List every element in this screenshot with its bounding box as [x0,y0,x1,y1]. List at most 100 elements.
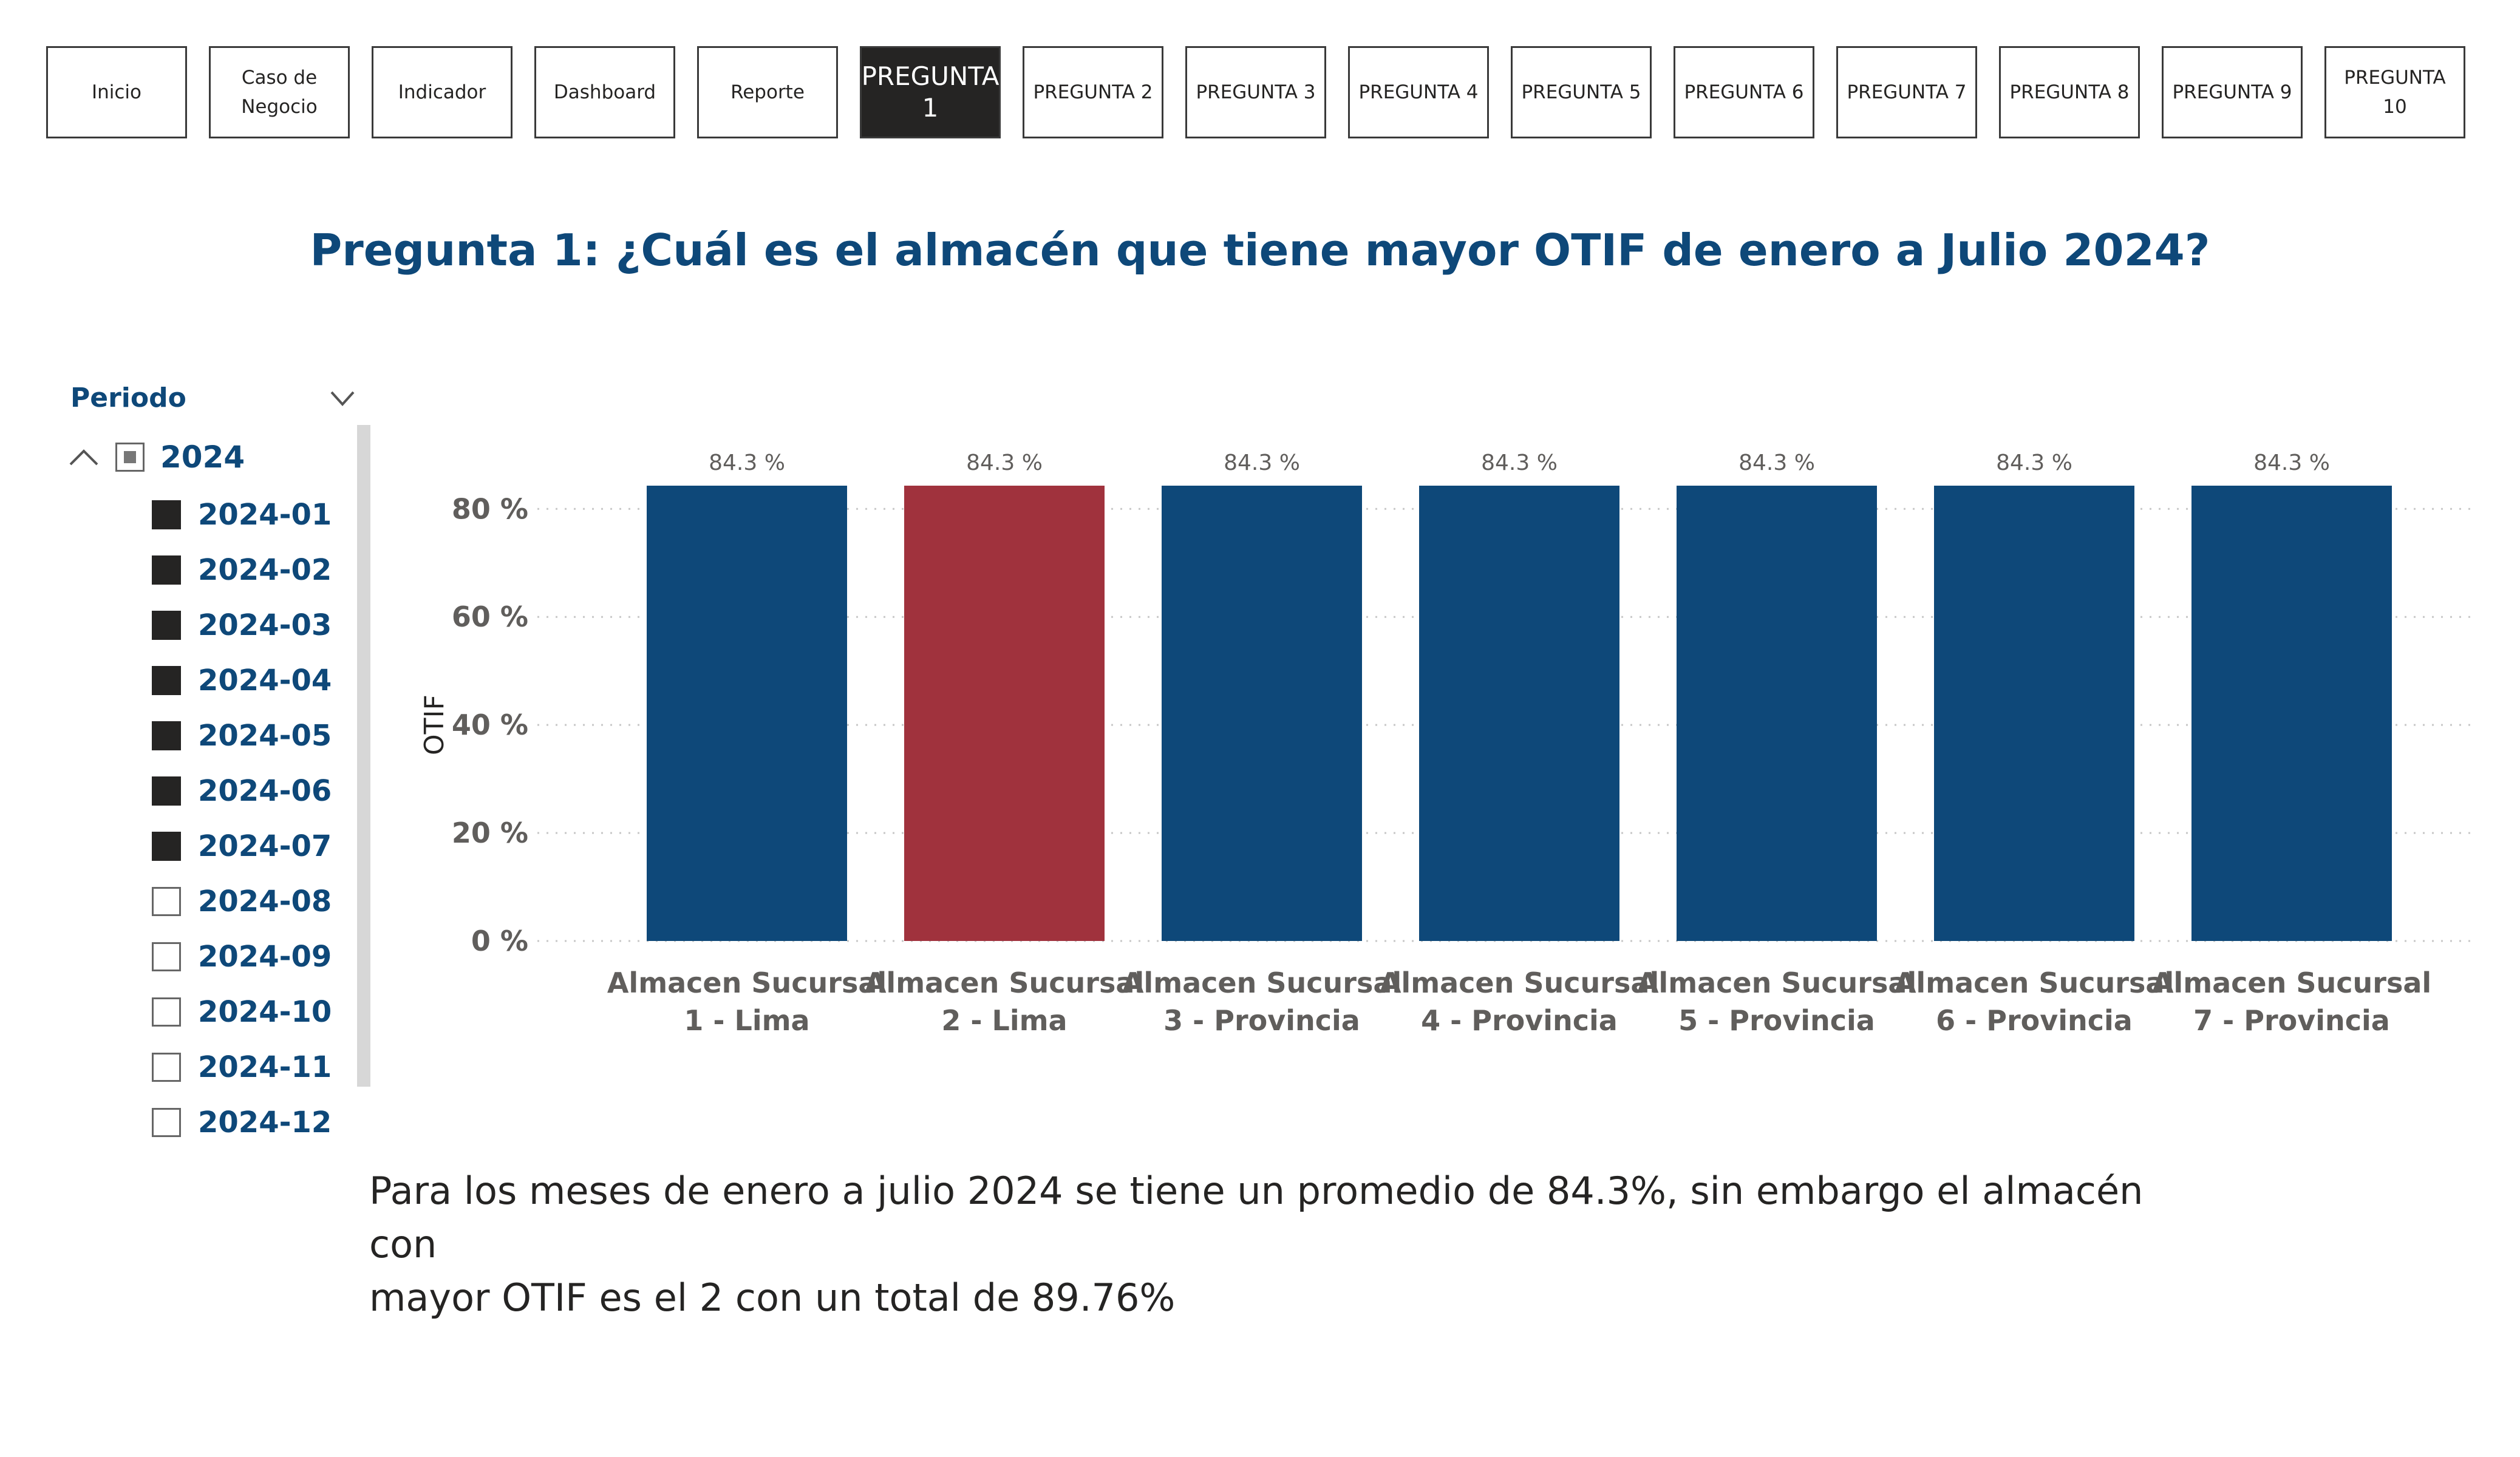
nav-button-pregunta-2[interactable]: PREGUNTA 2 [1023,46,1163,138]
month-checkbox[interactable] [152,610,181,640]
y-tick-label: 80 % [452,492,528,525]
month-checkbox[interactable] [152,665,181,695]
month-item[interactable]: 2024-07 [152,818,332,874]
month-checkbox[interactable] [152,500,181,529]
y-tick-label: 0 % [471,925,528,957]
top-navigation: Inicio Caso de Negocio Indicador Dashboard R… [0,0,2520,146]
y-tick-label: 60 % [452,600,528,633]
month-label: 2024-06 [198,773,332,808]
nav-button-pregunta-10[interactable]: PREGUNTA 10 [2324,46,2465,138]
y-tick-label: 40 % [452,708,528,741]
month-label: 2024-08 [198,884,332,919]
periodo-slicer: Periodo 2024 2024-01 2024-02 2024-03 2024-0… [67,382,370,1141]
nav-button-pregunta-7[interactable]: PREGUNTA 7 [1836,46,1977,138]
month-label: 2024-11 [198,1050,332,1084]
x-tick-label: Almacen Sucursal [1122,966,1401,999]
bar-5[interactable] [1677,486,1877,941]
otif-bar-chart: 0 % 20 % 40 % 60 % 80 % OTIF 84.3 % Almacen Suc… [419,450,2477,1037]
month-label: 2024-05 [198,718,332,753]
x-tick-label: Almacen Sucursal [1637,966,1916,999]
month-checkbox[interactable] [152,886,181,916]
month-label: 2024-09 [198,939,332,974]
chevron-up-icon[interactable] [67,445,101,469]
nav-button-indicador[interactable]: Indicador [372,46,513,138]
bar-7[interactable] [2191,486,2392,941]
month-item[interactable]: 2024-05 [152,708,332,763]
note-line-1: Para los meses de enero a julio 2024 se … [369,1169,2144,1266]
slicer-header: Periodo [70,382,186,413]
month-label: 2024-10 [198,994,332,1029]
data-label: 84.3 % [966,450,1043,475]
month-checkbox[interactable] [152,721,181,750]
nav-button-reporte[interactable]: Reporte [697,46,838,138]
month-item[interactable]: 2024-03 [152,597,332,653]
nav-button-pregunta-3[interactable]: PREGUNTA 3 [1185,46,1326,138]
x-tick-label: Almacen Sucursal [2152,966,2431,999]
month-item[interactable]: 2024-08 [152,874,332,929]
x-tick-label: 7 - Provincia [2193,1004,2390,1037]
data-label: 84.3 % [1481,450,1558,475]
analysis-note: Para los meses de enero a julio 2024 se … [369,1164,2191,1325]
month-label: 2024-03 [198,608,332,642]
y-axis-title: OTIF [419,695,450,755]
bar-4[interactable] [1419,486,1619,941]
month-item[interactable]: 2024-11 [152,1039,332,1095]
month-checkbox[interactable] [152,555,181,585]
month-item[interactable]: 2024-12 [152,1095,332,1150]
month-label: 2024-01 [198,497,332,532]
bar-2[interactable] [904,486,1105,941]
nav-button-inicio[interactable]: Inicio [46,46,187,138]
month-label: 2024-04 [198,663,332,698]
nav-button-pregunta-4[interactable]: PREGUNTA 4 [1348,46,1489,138]
month-item[interactable]: 2024-01 [152,487,332,542]
data-label: 84.3 % [1224,450,1300,475]
data-label: 84.3 % [1996,450,2072,475]
month-item[interactable]: 2024-09 [152,929,332,984]
x-tick-label: Almacen Sucursal [1895,966,2174,999]
month-checkbox[interactable] [152,942,181,971]
month-item[interactable]: 2024-10 [152,984,332,1039]
year-checkbox[interactable] [115,443,145,472]
data-label: 84.3 % [1738,450,1815,475]
bar-1[interactable] [647,486,847,941]
x-tick-label: Almacen Sucursal [1380,966,1659,999]
month-list: 2024-01 2024-02 2024-03 2024-04 2024-05 2024-… [152,487,332,1150]
month-checkbox[interactable] [152,1052,181,1082]
month-label: 2024-07 [198,829,332,863]
month-checkbox[interactable] [152,831,181,861]
nav-button-pregunta-6[interactable]: PREGUNTA 6 [1674,46,1814,138]
x-tick-label: 3 - Provincia [1163,1004,1360,1037]
tree-node-2024[interactable]: 2024 [67,436,245,478]
bar-6[interactable] [1934,486,2134,941]
bar-3[interactable] [1162,486,1362,941]
slicer-scrollbar[interactable] [357,425,370,1087]
x-tick-label: Almacen Sucursal [865,966,1144,999]
year-label: 2024 [160,440,245,475]
x-tick-label: Almacen Sucursal [607,966,887,999]
nav-button-dashboard[interactable]: Dashboard [534,46,675,138]
data-label: 84.3 % [2253,450,2330,475]
nav-button-pregunta-1[interactable]: PREGUNTA 1 [860,46,1001,138]
month-label: 2024-02 [198,552,332,587]
month-checkbox[interactable] [152,1107,181,1137]
month-checkbox[interactable] [152,776,181,806]
note-line-2: mayor OTIF es el 2 con un total de 89.76… [369,1275,1176,1320]
month-item[interactable]: 2024-06 [152,763,332,818]
data-label: 84.3 % [709,450,785,475]
nav-button-pregunta-8[interactable]: PREGUNTA 8 [1999,46,2140,138]
month-checkbox[interactable] [152,997,181,1027]
y-tick-label: 20 % [452,817,528,849]
nav-button-caso-de-negocio[interactable]: Caso de Negocio [209,46,350,138]
chevron-down-icon[interactable] [328,387,357,409]
x-tick-label: 2 - Lima [941,1004,1067,1037]
page-title: Pregunta 1: ¿Cuál es el almacén que tien… [310,225,2210,276]
month-item[interactable]: 2024-02 [152,542,332,597]
x-tick-label: 6 - Provincia [1936,1004,2133,1037]
nav-button-pregunta-9[interactable]: PREGUNTA 9 [2162,46,2303,138]
month-item[interactable]: 2024-04 [152,653,332,708]
x-tick-label: 4 - Provincia [1421,1004,1618,1037]
x-tick-label: 5 - Provincia [1678,1004,1875,1037]
x-tick-label: 1 - Lima [684,1004,809,1037]
nav-button-pregunta-5[interactable]: PREGUNTA 5 [1511,46,1652,138]
month-label: 2024-12 [198,1105,332,1139]
